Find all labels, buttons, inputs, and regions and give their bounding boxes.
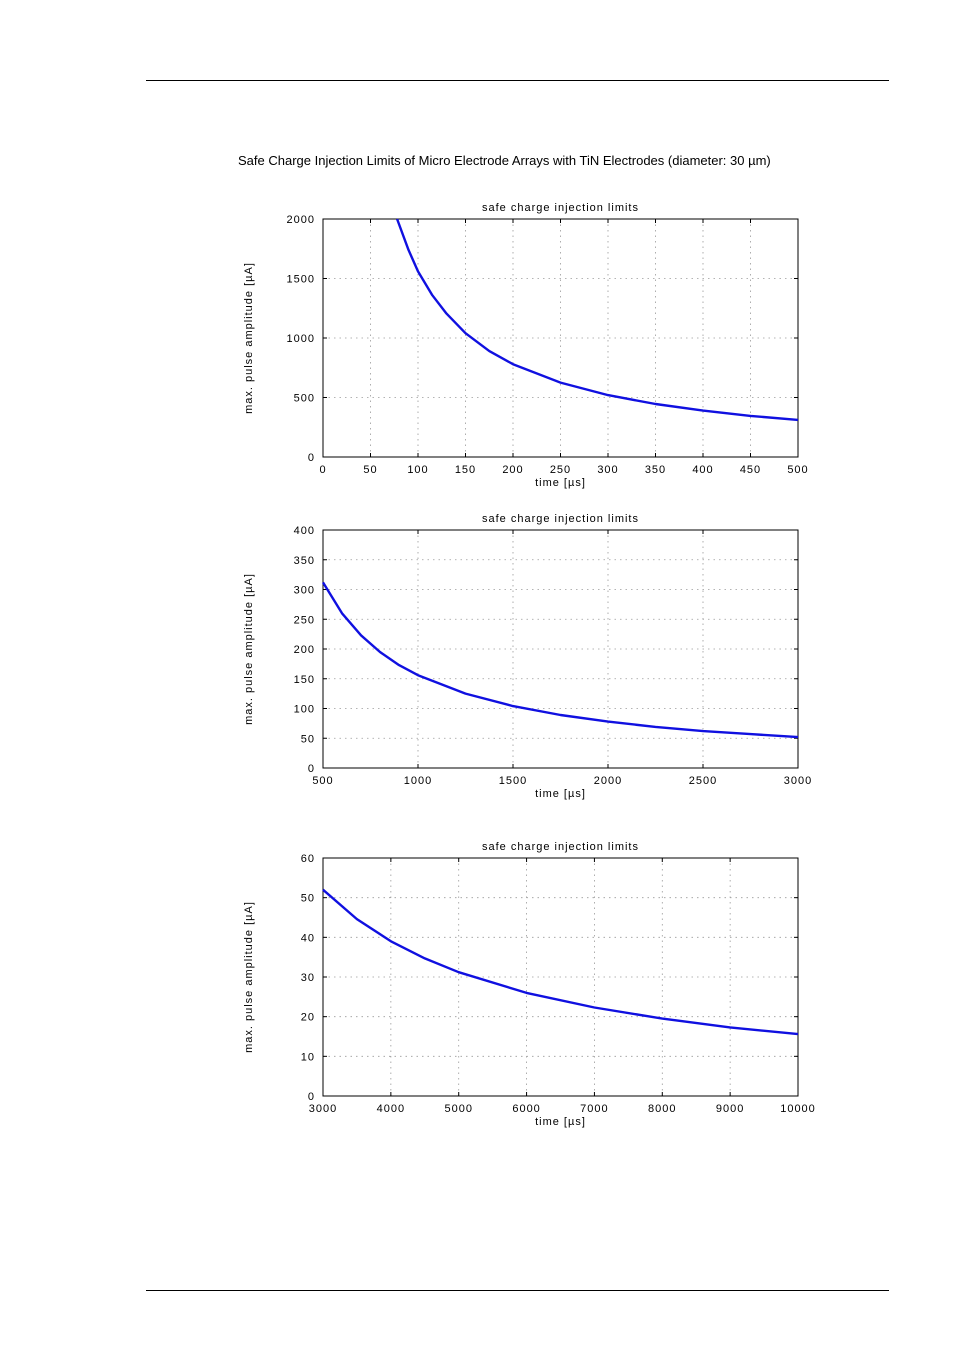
- x-tick-label: 150: [455, 464, 476, 476]
- y-tick-label: 400: [294, 525, 315, 537]
- series-line: [395, 218, 799, 422]
- chart-title: safe charge injection limits: [482, 513, 639, 525]
- x-tick-label: 300: [597, 464, 618, 476]
- y-axis-label: max. pulse amplitude [µA]: [243, 901, 255, 1053]
- x-tick-label: 1500: [499, 775, 527, 787]
- x-tick-label: 0: [319, 464, 326, 476]
- chart-3: safe charge injection limits 0 10 20 30 40 50 6…: [243, 841, 816, 1128]
- x-tick-label: 10000: [780, 1103, 816, 1115]
- x-tick-label: 6000: [512, 1103, 540, 1115]
- x-tick-label: 450: [740, 464, 761, 476]
- y-tick-label: 300: [294, 585, 315, 597]
- chart-title: safe charge injection limits: [482, 841, 639, 853]
- y-axis-label: max. pulse amplitude [µA]: [243, 573, 255, 725]
- x-tick-label: 2500: [689, 775, 717, 787]
- x-tick-label: 50: [363, 464, 377, 476]
- x-tick-label: 200: [502, 464, 523, 476]
- y-tick-label: 50: [301, 893, 315, 905]
- x-axis-label: time [µs]: [535, 477, 586, 489]
- x-tick-label: 350: [645, 464, 666, 476]
- header-rule: [146, 80, 889, 81]
- x-tick-label: 3000: [309, 1103, 337, 1115]
- x-tick-label: 3000: [784, 775, 812, 787]
- series-line: [322, 888, 799, 1036]
- x-tick-label: 4000: [377, 1103, 405, 1115]
- x-tick-label: 100: [407, 464, 428, 476]
- x-axis-label: time [µs]: [535, 1116, 586, 1128]
- footer-rule: [146, 1290, 889, 1291]
- x-tick-label: 400: [692, 464, 713, 476]
- y-tick-label: 2000: [287, 214, 315, 226]
- y-axis-label: max. pulse amplitude [µA]: [243, 262, 255, 414]
- plot-frame: [322, 218, 799, 458]
- x-tick-label: 8000: [648, 1103, 676, 1115]
- plot-frame: [322, 529, 799, 769]
- y-tick-label: 0: [308, 452, 315, 464]
- chart-2: safe charge injection limits 0 50 100 150 200…: [243, 513, 812, 800]
- y-tick-label: 500: [294, 393, 315, 405]
- x-axis-label: time [µs]: [535, 788, 586, 800]
- y-tick-label: 60: [301, 853, 315, 865]
- y-tick-label: 1500: [287, 274, 315, 286]
- y-tick-label: 0: [308, 1091, 315, 1103]
- chart-title: safe charge injection limits: [482, 202, 639, 214]
- x-tick-label: 1000: [404, 775, 432, 787]
- y-tick-label: 250: [294, 614, 315, 626]
- chart-1: safe charge injection limits050010001500…: [243, 202, 808, 489]
- series-line: [321, 581, 799, 739]
- x-tick-label: 250: [550, 464, 571, 476]
- y-tick-label: 350: [294, 555, 315, 567]
- y-tick-label: 1000: [287, 333, 315, 345]
- x-tick-label: 500: [787, 464, 808, 476]
- y-tick-label: 20: [301, 1012, 315, 1024]
- y-tick-label: 200: [294, 644, 315, 656]
- y-tick-label: 50: [301, 733, 315, 745]
- y-tick-label: 100: [294, 704, 315, 716]
- y-tick-label: 0: [308, 763, 315, 775]
- y-tick-label: 30: [301, 972, 315, 984]
- y-tick-label: 10: [301, 1051, 315, 1063]
- x-tick-label: 500: [312, 775, 333, 787]
- y-tick-label: 40: [301, 932, 315, 944]
- x-tick-label: 9000: [716, 1103, 744, 1115]
- x-tick-label: 2000: [594, 775, 622, 787]
- page-title: Safe Charge Injection Limits of Micro El…: [238, 153, 771, 168]
- x-tick-label: 5000: [444, 1103, 472, 1115]
- y-tick-label: 150: [294, 674, 315, 686]
- x-tick-label: 7000: [580, 1103, 608, 1115]
- plot-frame: [322, 857, 799, 1097]
